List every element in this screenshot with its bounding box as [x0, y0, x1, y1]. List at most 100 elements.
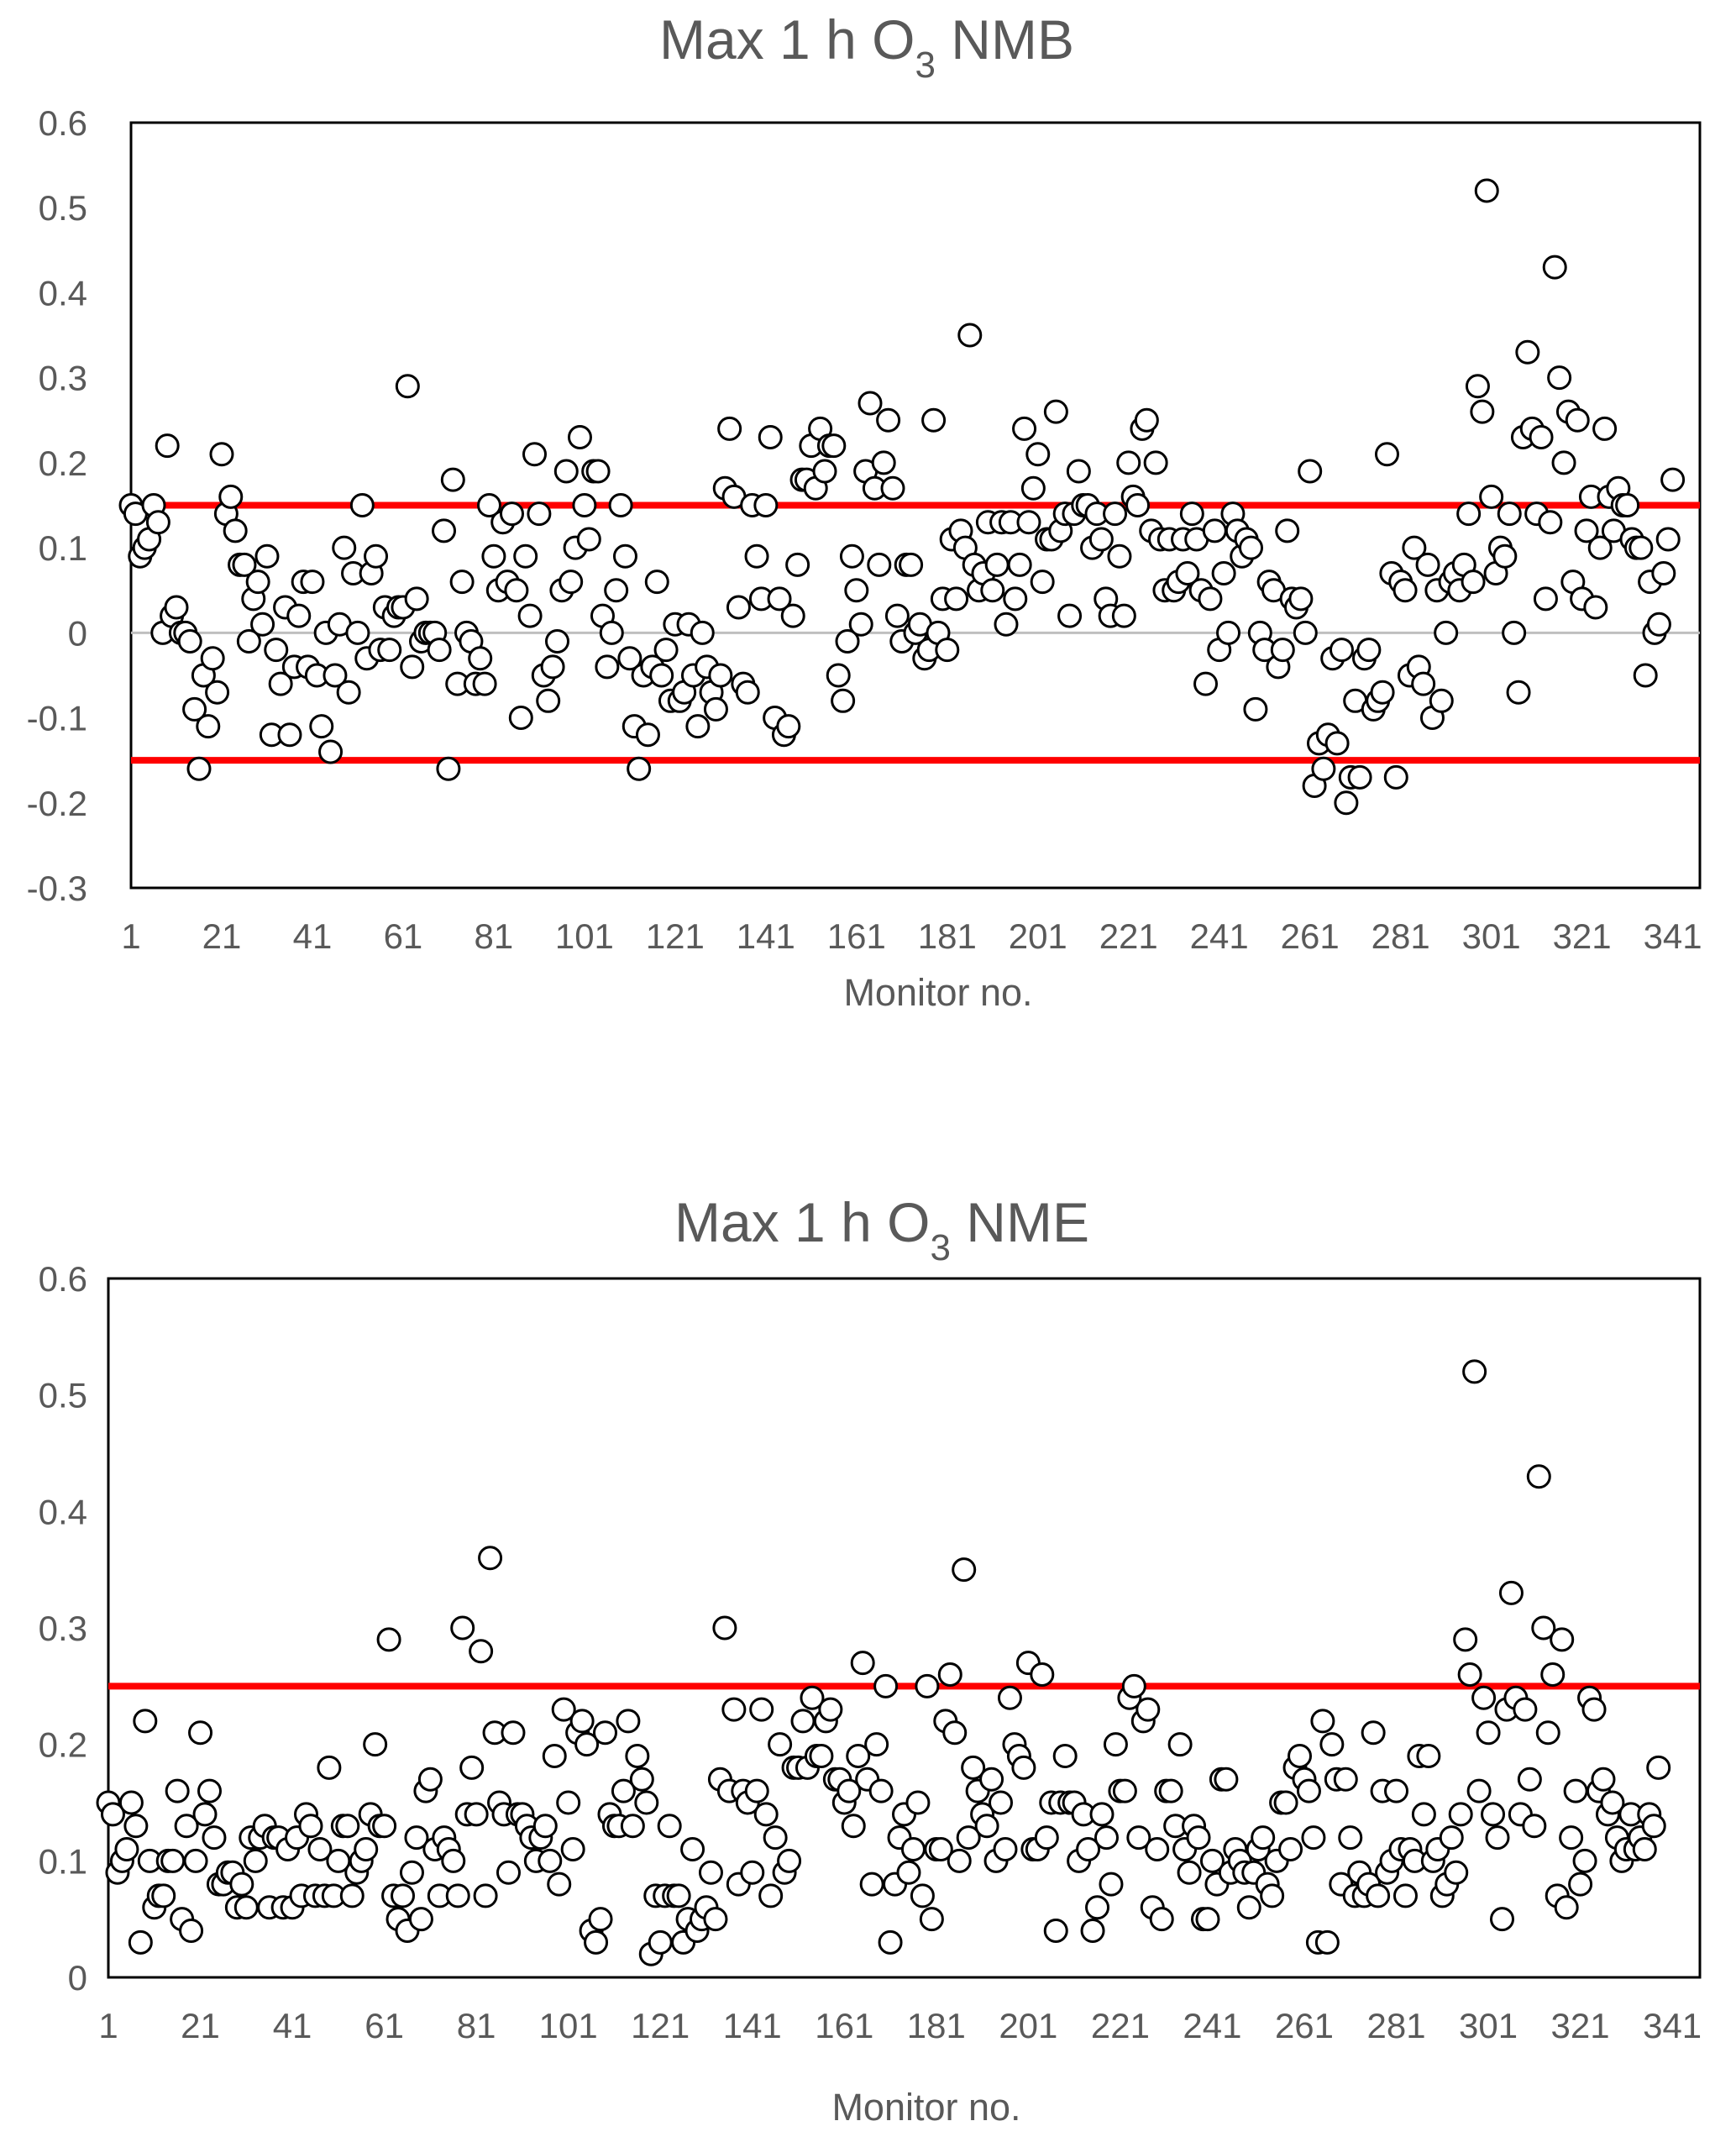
nme-data-point [307, 1836, 333, 1861]
nmb-x-tick-label: 1 [121, 916, 140, 956]
nmb-y-tick-label: 0.6 [39, 103, 87, 143]
nmb-data-point [236, 628, 261, 654]
nme-data-point [417, 1767, 443, 1792]
nme-x-tick-label: 181 [907, 2006, 966, 2045]
nmb-data-point [1088, 527, 1114, 552]
nmb-data-point [685, 714, 711, 739]
nmb-data-point [1334, 790, 1359, 816]
nme-data-point [464, 1802, 489, 1827]
nme-data-point [768, 1732, 793, 1757]
nme-data-point [666, 1883, 691, 1908]
nme-data-point [1476, 1720, 1501, 1746]
nme-y-tick-label: 0.4 [39, 1492, 87, 1531]
nmb-data-point [1583, 595, 1608, 620]
nme-data-point [473, 1883, 498, 1908]
nme-data-point [445, 1883, 470, 1908]
nme-data-point [1554, 1895, 1579, 1920]
nme-data-point [593, 1720, 618, 1746]
nmb-data-point [377, 638, 402, 663]
nme-data-point [123, 1814, 149, 1839]
nmb-data-point [839, 543, 864, 569]
nmb-data-point [812, 459, 837, 484]
nmb-data-point [1465, 374, 1490, 399]
nmb-data-point [254, 543, 280, 569]
nmb-data-point [1415, 552, 1440, 577]
nmb-x-tick-label: 221 [1099, 916, 1158, 956]
nme-data-point [1361, 1720, 1386, 1746]
nme-data-point [1646, 1755, 1671, 1780]
nmb-data-point [1030, 570, 1055, 595]
nmb-x-tick-label: 41 [293, 916, 333, 956]
nme-y-tick-label: 0.6 [39, 1259, 87, 1299]
nme-x-tick-label: 81 [457, 2006, 496, 2045]
nme-data-point [1288, 1744, 1313, 1769]
nmb-data-point [200, 646, 225, 671]
nme-data-point [376, 1627, 401, 1652]
nmb-data-point [835, 628, 860, 654]
nme-data-point [469, 1639, 494, 1664]
nmb-data-point [644, 570, 669, 595]
nme-data-point [1517, 1767, 1542, 1792]
nmb-data-point [1025, 442, 1051, 467]
nmb-data-point [468, 646, 493, 671]
nme-data-point [133, 1709, 158, 1734]
nmb-data-point [1293, 620, 1318, 645]
nmb-data-point [1198, 586, 1223, 612]
nmb-data-point [844, 578, 869, 603]
nme-data-point [584, 1929, 609, 1955]
nmb-data-point [921, 407, 947, 433]
nmb-data-point [508, 706, 533, 731]
nme-data-point [721, 1697, 747, 1722]
nme-data-point [1535, 1720, 1560, 1746]
nmb-data-point [196, 714, 221, 739]
nme-data-point [1112, 1778, 1137, 1803]
nmb-data-point [1506, 680, 1531, 705]
nmb-data-point [513, 543, 538, 569]
nme-data-point [1085, 1895, 1110, 1920]
nme-data-point [1080, 1919, 1105, 1944]
nme-data-point [1314, 1929, 1340, 1955]
nme-data-point [993, 1836, 1018, 1861]
nmb-data-point [1434, 620, 1459, 645]
nmb-data-point [472, 671, 497, 696]
nme-data-point [1481, 1802, 1506, 1827]
nmb-data-point [1529, 425, 1554, 450]
nme-data-point [611, 1778, 636, 1803]
nme-data-point [1444, 1860, 1469, 1885]
nmb-data-point [223, 518, 248, 543]
nmb-data-point [155, 433, 180, 459]
nmb-data-point [1043, 399, 1068, 424]
nme-x-tick-label: 281 [1366, 2006, 1425, 2045]
nmb-data-point [884, 603, 910, 628]
nmb-data-point [1356, 638, 1382, 663]
nmb-data-point [871, 450, 896, 475]
nme-data-point [556, 1790, 581, 1815]
nme-data-point [1550, 1627, 1575, 1652]
nme-data-point [740, 1860, 765, 1885]
nmb-data-point [1592, 416, 1618, 441]
nme-data-point [859, 1872, 884, 1897]
nme-data-point [763, 1825, 788, 1851]
nme-data-point [841, 1814, 866, 1839]
nmb-data-point [1533, 586, 1558, 612]
nmb-data-point [867, 552, 892, 577]
nmb-data-point [1547, 365, 1572, 391]
nme-data-point [905, 1790, 931, 1815]
nme-data-point [1600, 1790, 1625, 1815]
nmb-data-point [1347, 764, 1372, 790]
nme-data-point [1103, 1732, 1128, 1757]
nme-data-point [1052, 1744, 1078, 1769]
nmb-data-point [944, 586, 969, 612]
nme-data-point [1094, 1825, 1119, 1851]
nme-data-point [1043, 1919, 1068, 1944]
nme-data-point [616, 1709, 641, 1734]
nmb-data-point [268, 671, 293, 696]
nmb-data-point [1216, 620, 1241, 645]
nme-data-point [1522, 1814, 1547, 1839]
nmb-data-point [1007, 552, 1032, 577]
nmb-data-point [432, 518, 457, 543]
nme-points [96, 1359, 1671, 1966]
nmb-data-point [205, 680, 230, 705]
nmb-y-tick-label: -0.2 [27, 784, 87, 823]
nmb-data-point [604, 578, 629, 603]
